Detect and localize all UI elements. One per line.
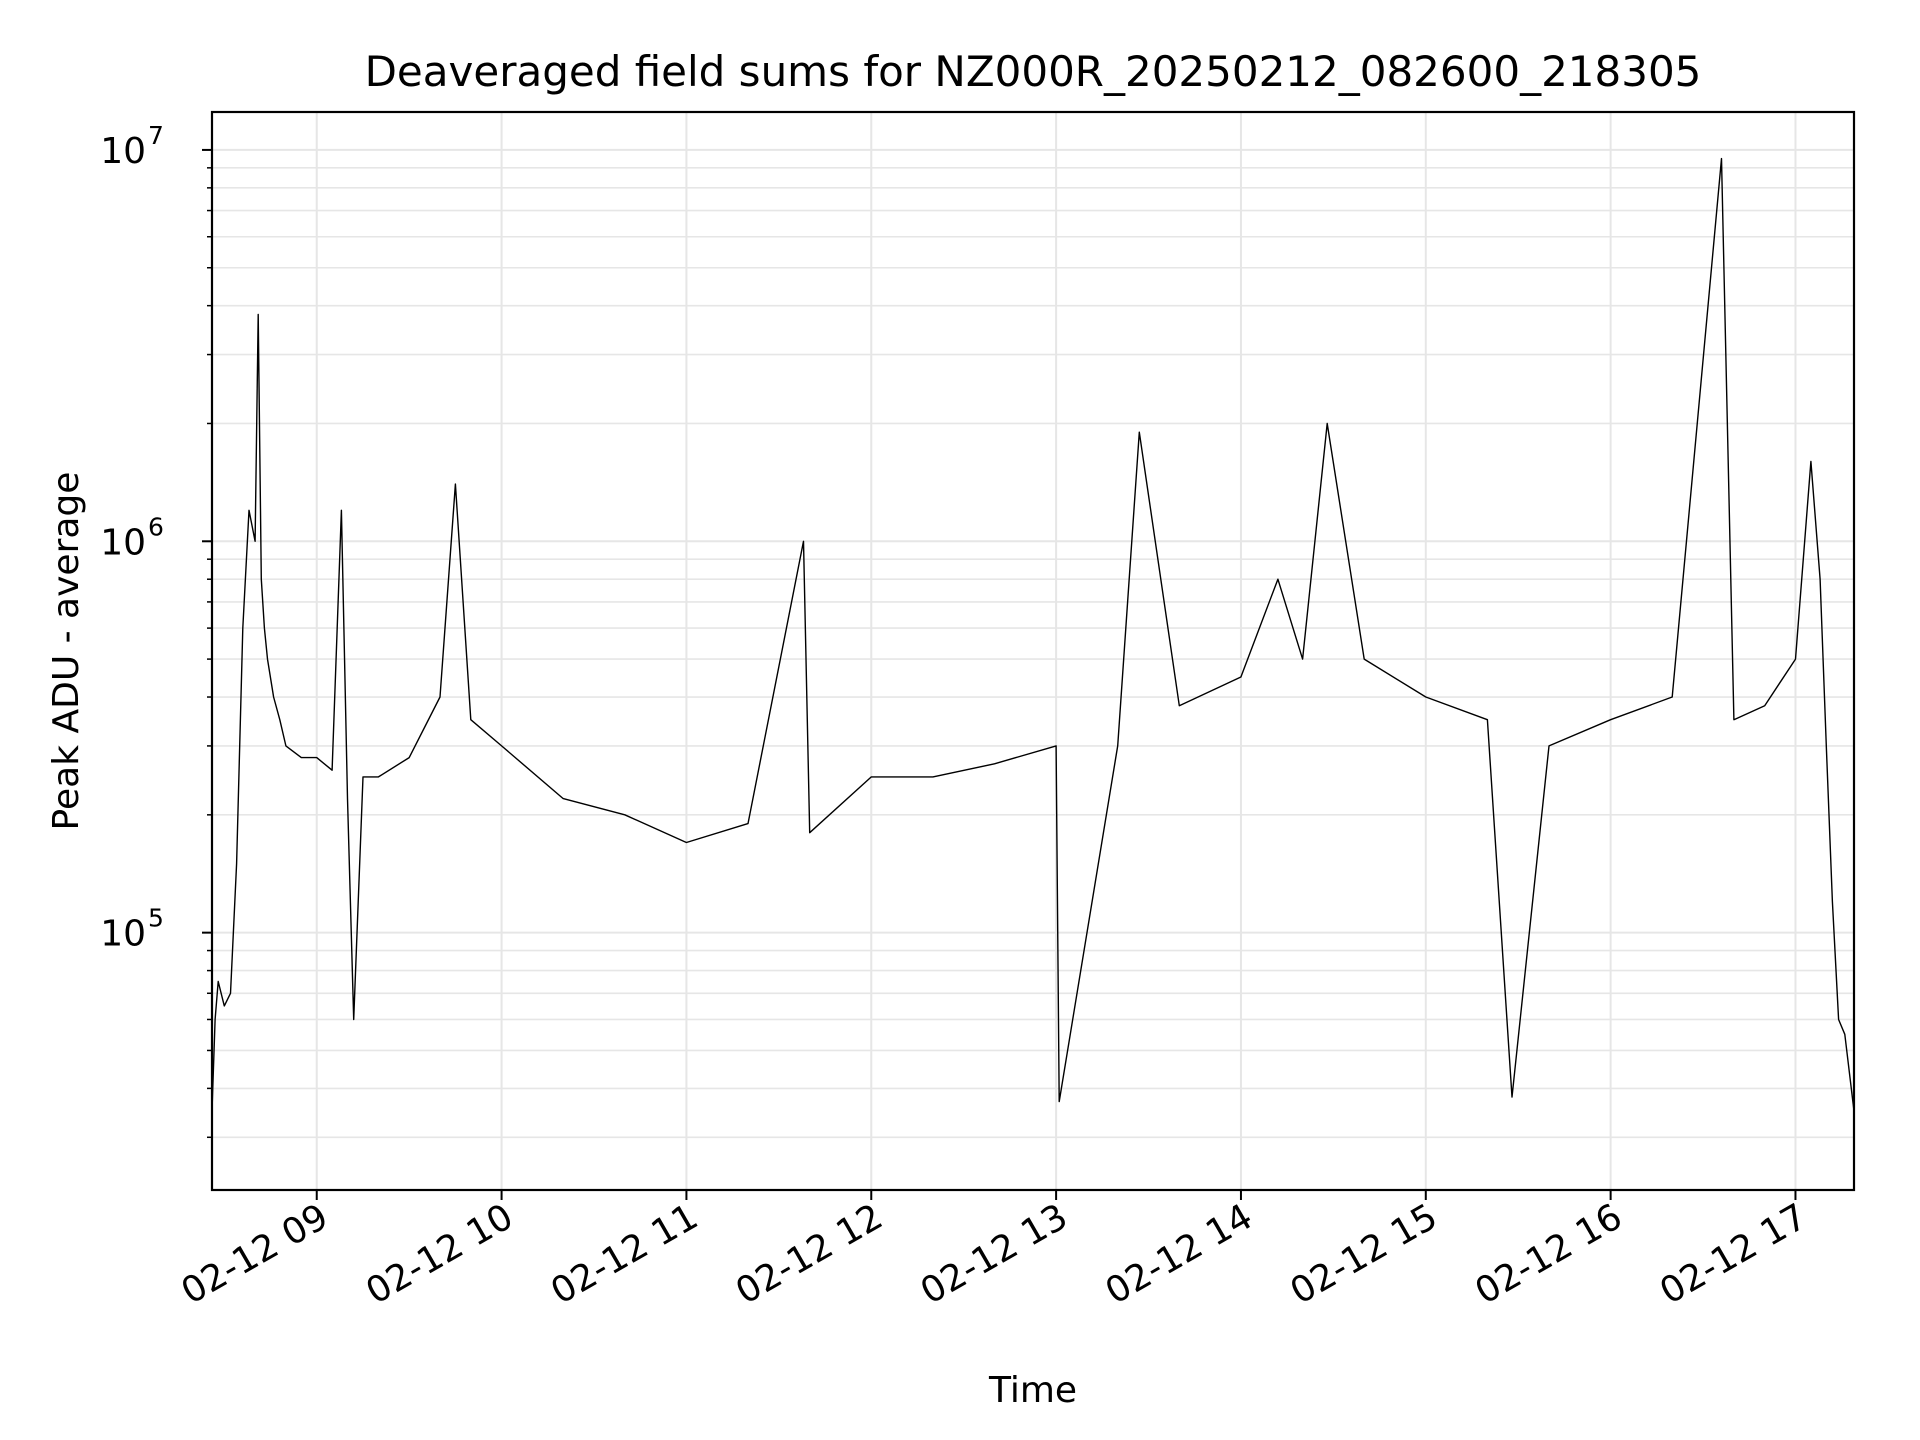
series-line — [211, 157, 1855, 1112]
y-axis-label: Peak ADU - average — [46, 472, 87, 831]
y-tick-label: 10 — [100, 131, 146, 172]
y-tick-exponent: 5 — [148, 904, 164, 933]
chart-title: Deaveraged field sums for NZ000R_2025021… — [365, 47, 1702, 96]
y-tick-label: 10 — [100, 522, 146, 563]
grid — [212, 112, 1854, 1190]
x-axis-label: Time — [988, 1370, 1077, 1411]
y-tick-exponent: 6 — [148, 512, 164, 541]
y-tick-label: 10 — [100, 914, 146, 955]
plot-frame — [210, 110, 1856, 1192]
plot-area — [211, 157, 1855, 1112]
y-tick-exponent: 7 — [148, 121, 164, 150]
